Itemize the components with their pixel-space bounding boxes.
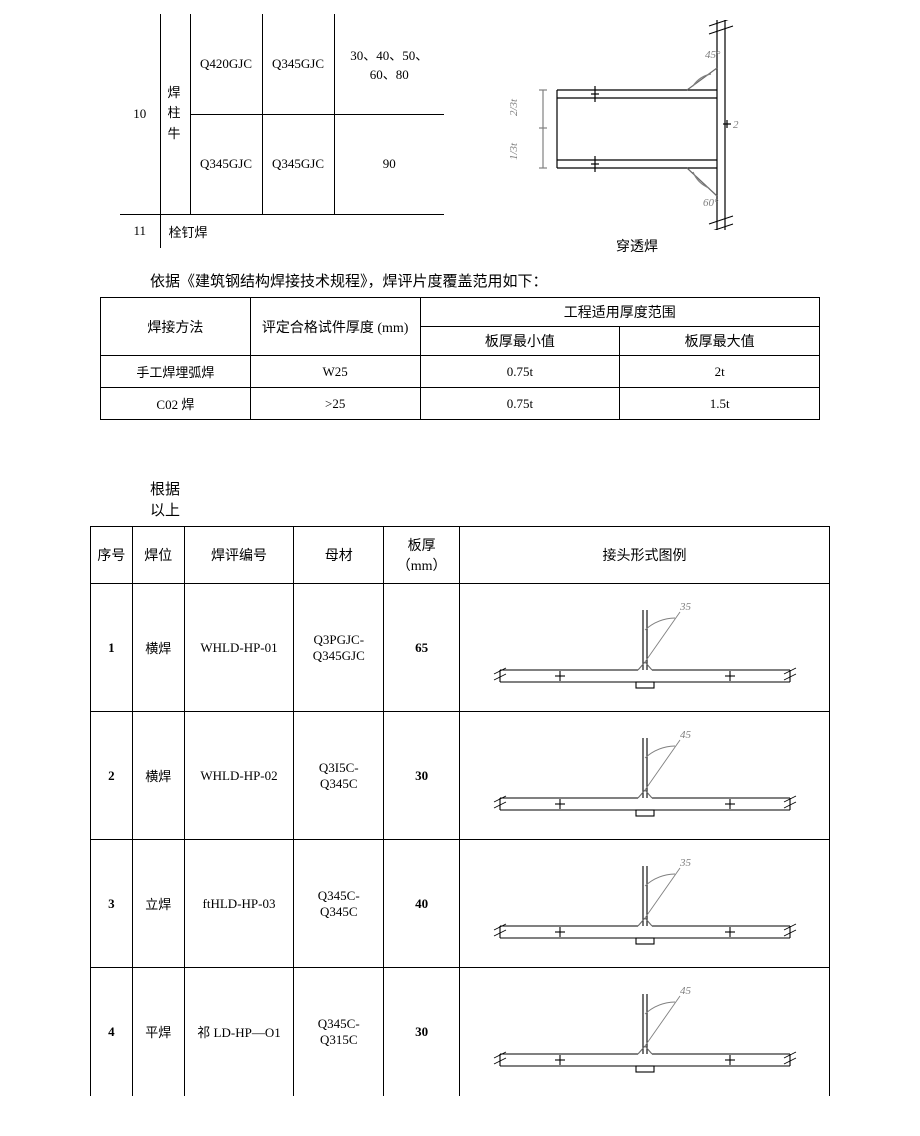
jt-r1-no: 1 <box>91 584 133 712</box>
joint-table: 序号 焊位 焊评编号 母材 板厚（mm） 接头形式图例 1 横焊 WHLD-HP… <box>90 526 830 1096</box>
jt-r1-diagram: 35 <box>460 584 830 712</box>
svg-text:45: 45 <box>680 729 692 741</box>
dim-r: 2 <box>733 119 739 131</box>
top-row11-text: 栓钉焊 <box>160 214 444 248</box>
rt-head-min: 板厚最小值 <box>420 327 620 356</box>
jt-r3-id: ftHLD-HP-03 <box>184 840 294 968</box>
jt-r3-diagram: 35 <box>460 840 830 968</box>
table-row: 1 横焊 WHLD-HP-01 Q3PGJC-Q345GJC 65 35 <box>91 584 830 712</box>
dim-upper: 2/3t <box>508 98 520 116</box>
rt-head-max: 板厚最大值 <box>620 327 820 356</box>
jt-head-dia: 接头形式图例 <box>460 527 830 584</box>
jt-r3-thk: 40 <box>384 840 460 968</box>
top-r1-mat1: Q420GJC <box>190 14 262 114</box>
svg-text:35: 35 <box>679 857 692 869</box>
jt-r4-thk: 30 <box>384 968 460 1096</box>
jt-r1-id: WHLD-HP-01 <box>184 584 294 712</box>
penetration-weld-diagram: 45° 60° 2/3t 1/3t 2 穿透焊 <box>444 14 830 256</box>
top-r2-thk: 90 <box>334 114 444 214</box>
body-text: 依据《建筑钢结构焊接技术规程》，焊评片度覆盖范用如下： <box>150 270 830 291</box>
jt-head-pos: 焊位 <box>132 527 184 584</box>
rt-head-method: 焊接方法 <box>101 298 251 356</box>
rt-r1-qual: W25 <box>250 356 420 388</box>
top-r1-thk: 30、40、50、60、80 <box>334 14 444 114</box>
top-r2-mat1: Q345GJC <box>190 114 262 214</box>
rt-method-l1: 手工焊埋弧焊 <box>101 356 251 388</box>
jt-r2-no: 2 <box>91 712 133 840</box>
jt-r3-mat: Q345C-Q345C <box>294 840 384 968</box>
top-r1-mat2: Q345GJC <box>262 14 334 114</box>
top-section: 10 焊柱牛 Q420GJC Q345GJC 30、40、50、60、80 Q3… <box>90 14 830 256</box>
rt-head-qual: 评定合格试件厚度 (mm) <box>250 298 420 356</box>
jt-r2-id: WHLD-HP-02 <box>184 712 294 840</box>
table-row: 3 立焊 ftHLD-HP-03 Q345C-Q345C 40 35 <box>91 840 830 968</box>
jt-head-no: 序号 <box>91 527 133 584</box>
table-row: 2 横焊 WHLD-HP-02 Q3I5C-Q345C 30 45 <box>91 712 830 840</box>
rt-r1-min: 0.75t <box>420 356 620 388</box>
penetration-caption: 穿透焊 <box>444 236 830 256</box>
dim-lower: 1/3t <box>508 142 520 160</box>
jt-r4-mat: Q345C-Q315C <box>294 968 384 1096</box>
jt-head-thk: 板厚（mm） <box>384 527 460 584</box>
angle-lower: 60° <box>703 197 719 209</box>
jt-r4-no: 4 <box>91 968 133 1096</box>
rt-r2-min: 0.75t <box>420 388 620 420</box>
svg-text:35: 35 <box>679 601 692 613</box>
jt-head-mat: 母材 <box>294 527 384 584</box>
jt-head-id: 焊评编号 <box>184 527 294 584</box>
thickness-range-table: 焊接方法 评定合格试件厚度 (mm) 工程适用厚度范围 板厚最小值 板厚最大值 … <box>100 297 820 420</box>
jt-r2-diagram: 45 <box>460 712 830 840</box>
jt-r2-thk: 30 <box>384 712 460 840</box>
rt-r2-qual: >25 <box>250 388 420 420</box>
top-vertical-label: 焊柱牛 <box>160 14 190 214</box>
top-fragment-table: 10 焊柱牛 Q420GJC Q345GJC 30、40、50、60、80 Q3… <box>120 14 444 248</box>
rt-head-range: 工程适用厚度范围 <box>420 298 819 327</box>
jt-r1-pos: 横焊 <box>132 584 184 712</box>
jt-r1-thk: 65 <box>384 584 460 712</box>
angle-upper: 45° <box>705 49 721 61</box>
jt-r4-pos: 平焊 <box>132 968 184 1096</box>
jt-r1-mat: Q3PGJC-Q345GJC <box>294 584 384 712</box>
rt-r1-max: 2t <box>620 356 820 388</box>
top-index: 10 <box>120 14 160 214</box>
jt-r4-id: 祁 LD-HP—O1 <box>184 968 294 1096</box>
jt-r2-pos: 横焊 <box>132 712 184 840</box>
jt-r3-pos: 立焊 <box>132 840 184 968</box>
jt-r3-no: 3 <box>91 840 133 968</box>
top-row11-index: 11 <box>120 214 160 248</box>
rt-method-l2: C02 焊 <box>101 388 251 420</box>
note: 根据 以上 <box>150 480 830 522</box>
top-r2-mat2: Q345GJC <box>262 114 334 214</box>
jt-r2-mat: Q3I5C-Q345C <box>294 712 384 840</box>
table-row: 4 平焊 祁 LD-HP—O1 Q345C-Q315C 30 45 <box>91 968 830 1096</box>
rt-r2-max: 1.5t <box>620 388 820 420</box>
svg-text:45: 45 <box>680 985 692 997</box>
jt-r4-diagram: 45 <box>460 968 830 1096</box>
